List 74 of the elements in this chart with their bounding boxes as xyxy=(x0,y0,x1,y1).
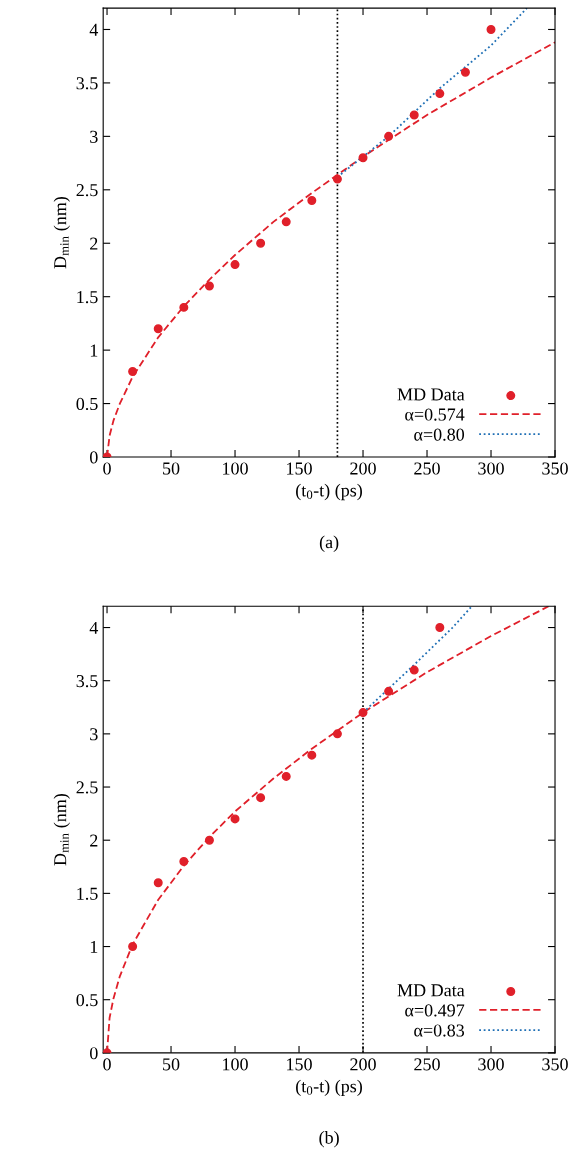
x-tick-label: 300 xyxy=(478,1058,504,1071)
y-tick-label: 2 xyxy=(90,834,98,847)
y-tick-label: 0 xyxy=(89,1047,98,1060)
y-tick-label: 4 xyxy=(89,621,99,634)
point xyxy=(409,110,419,120)
x-tick-label: 300 xyxy=(478,462,504,475)
x-tick-label: 50 xyxy=(163,462,180,475)
x-tick-label: 350 xyxy=(542,462,568,475)
point xyxy=(384,686,394,696)
x-tick-label: 200 xyxy=(350,1058,376,1071)
text: (a) xyxy=(319,535,339,552)
y-tick-label: 1.5 xyxy=(77,291,98,304)
x-axis-title: (t$_{0}$-t) (ps) xyxy=(296,1079,362,1097)
y-tick-label: 0.5 xyxy=(76,397,98,411)
point xyxy=(230,260,240,270)
y-tick-label: 1 xyxy=(90,940,98,953)
point xyxy=(179,302,189,312)
point xyxy=(307,750,317,760)
point xyxy=(409,665,419,675)
x-tick-label: 100 xyxy=(223,1058,248,1071)
y-tick-label: 2 xyxy=(90,237,98,250)
point xyxy=(256,238,266,248)
y-tick-label: 0 xyxy=(89,451,98,464)
x-tick-label: 0 xyxy=(103,462,111,475)
x-tick-label: 150 xyxy=(287,1058,312,1071)
point xyxy=(332,729,342,739)
y-tick-label: 2.5 xyxy=(76,184,98,197)
point xyxy=(332,174,342,184)
x-tick-label: 250 xyxy=(414,462,440,475)
point xyxy=(153,324,163,334)
y-tick-label: 0.5 xyxy=(76,993,98,1007)
legend-label: α=0.83 xyxy=(414,1024,465,1037)
y-tick-label: 3 xyxy=(90,728,98,741)
x-tick-label: 150 xyxy=(287,462,312,475)
y-tick-label: 3.5 xyxy=(76,675,98,688)
legend-label: α=0.80 xyxy=(414,428,465,441)
y-tick-label: 3.5 xyxy=(76,77,98,90)
point xyxy=(281,771,291,781)
point xyxy=(204,281,214,291)
point xyxy=(358,153,368,163)
legend-label: α=0.497 xyxy=(405,1004,465,1017)
y-tick-label: 4 xyxy=(89,23,99,36)
point xyxy=(486,24,496,34)
point xyxy=(204,835,214,845)
point xyxy=(179,856,189,866)
x-axis-title: (t$_{0}$-t) (ps) xyxy=(296,483,362,501)
point xyxy=(307,195,317,205)
point xyxy=(435,623,445,633)
legend-label: MD Data xyxy=(397,984,465,997)
point xyxy=(460,67,470,77)
point xyxy=(384,131,394,141)
point xyxy=(128,367,138,377)
x-tick-label: 50 xyxy=(163,1058,180,1071)
x-tick-label: 250 xyxy=(414,1058,440,1071)
legend-label: α=0.574 xyxy=(405,408,465,421)
y-axis-title: D$_{min}$ (nm) xyxy=(53,793,70,866)
point xyxy=(153,878,163,888)
y-axis-title: D$_{min}$ (nm) xyxy=(53,196,70,269)
legend-label: MD Data xyxy=(397,388,465,401)
point xyxy=(281,217,291,227)
point xyxy=(128,942,138,952)
point xyxy=(256,793,266,803)
point xyxy=(358,708,368,718)
text: (b) xyxy=(319,1131,339,1148)
x-tick-label: 0 xyxy=(103,1058,111,1071)
point xyxy=(435,89,445,99)
y-tick-label: 1.5 xyxy=(77,887,98,900)
y-tick-label: 2.5 xyxy=(76,781,98,794)
y-tick-label: 3 xyxy=(90,130,98,143)
x-tick-label: 100 xyxy=(223,462,248,475)
x-tick-label: 200 xyxy=(350,462,376,475)
x-tick-label: 350 xyxy=(542,1058,568,1071)
point xyxy=(230,814,240,824)
y-tick-label: 1 xyxy=(90,344,98,357)
